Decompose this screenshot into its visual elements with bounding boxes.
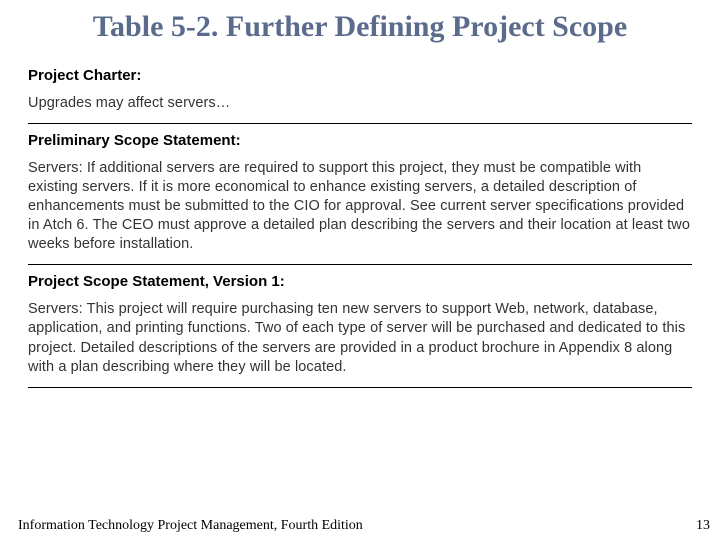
content-area: Project Charter: Upgrades may affect ser… bbox=[0, 67, 720, 388]
section-heading-version1: Project Scope Statement, Version 1: bbox=[28, 273, 692, 290]
section-body-charter: Upgrades may affect servers… bbox=[28, 94, 692, 113]
divider bbox=[28, 264, 692, 265]
section-heading-charter: Project Charter: bbox=[28, 67, 692, 84]
section-body-preliminary: Servers: If additional servers are requi… bbox=[28, 159, 692, 255]
footer: Information Technology Project Managemen… bbox=[0, 518, 720, 534]
section-body-version1: Servers: This project will require purch… bbox=[28, 300, 692, 377]
footer-text: Information Technology Project Managemen… bbox=[18, 518, 363, 534]
section-heading-preliminary: Preliminary Scope Statement: bbox=[28, 132, 692, 149]
slide-title: Table 5-2. Further Defining Project Scop… bbox=[0, 0, 720, 59]
divider bbox=[28, 387, 692, 388]
divider bbox=[28, 123, 692, 124]
page-number: 13 bbox=[696, 518, 710, 534]
